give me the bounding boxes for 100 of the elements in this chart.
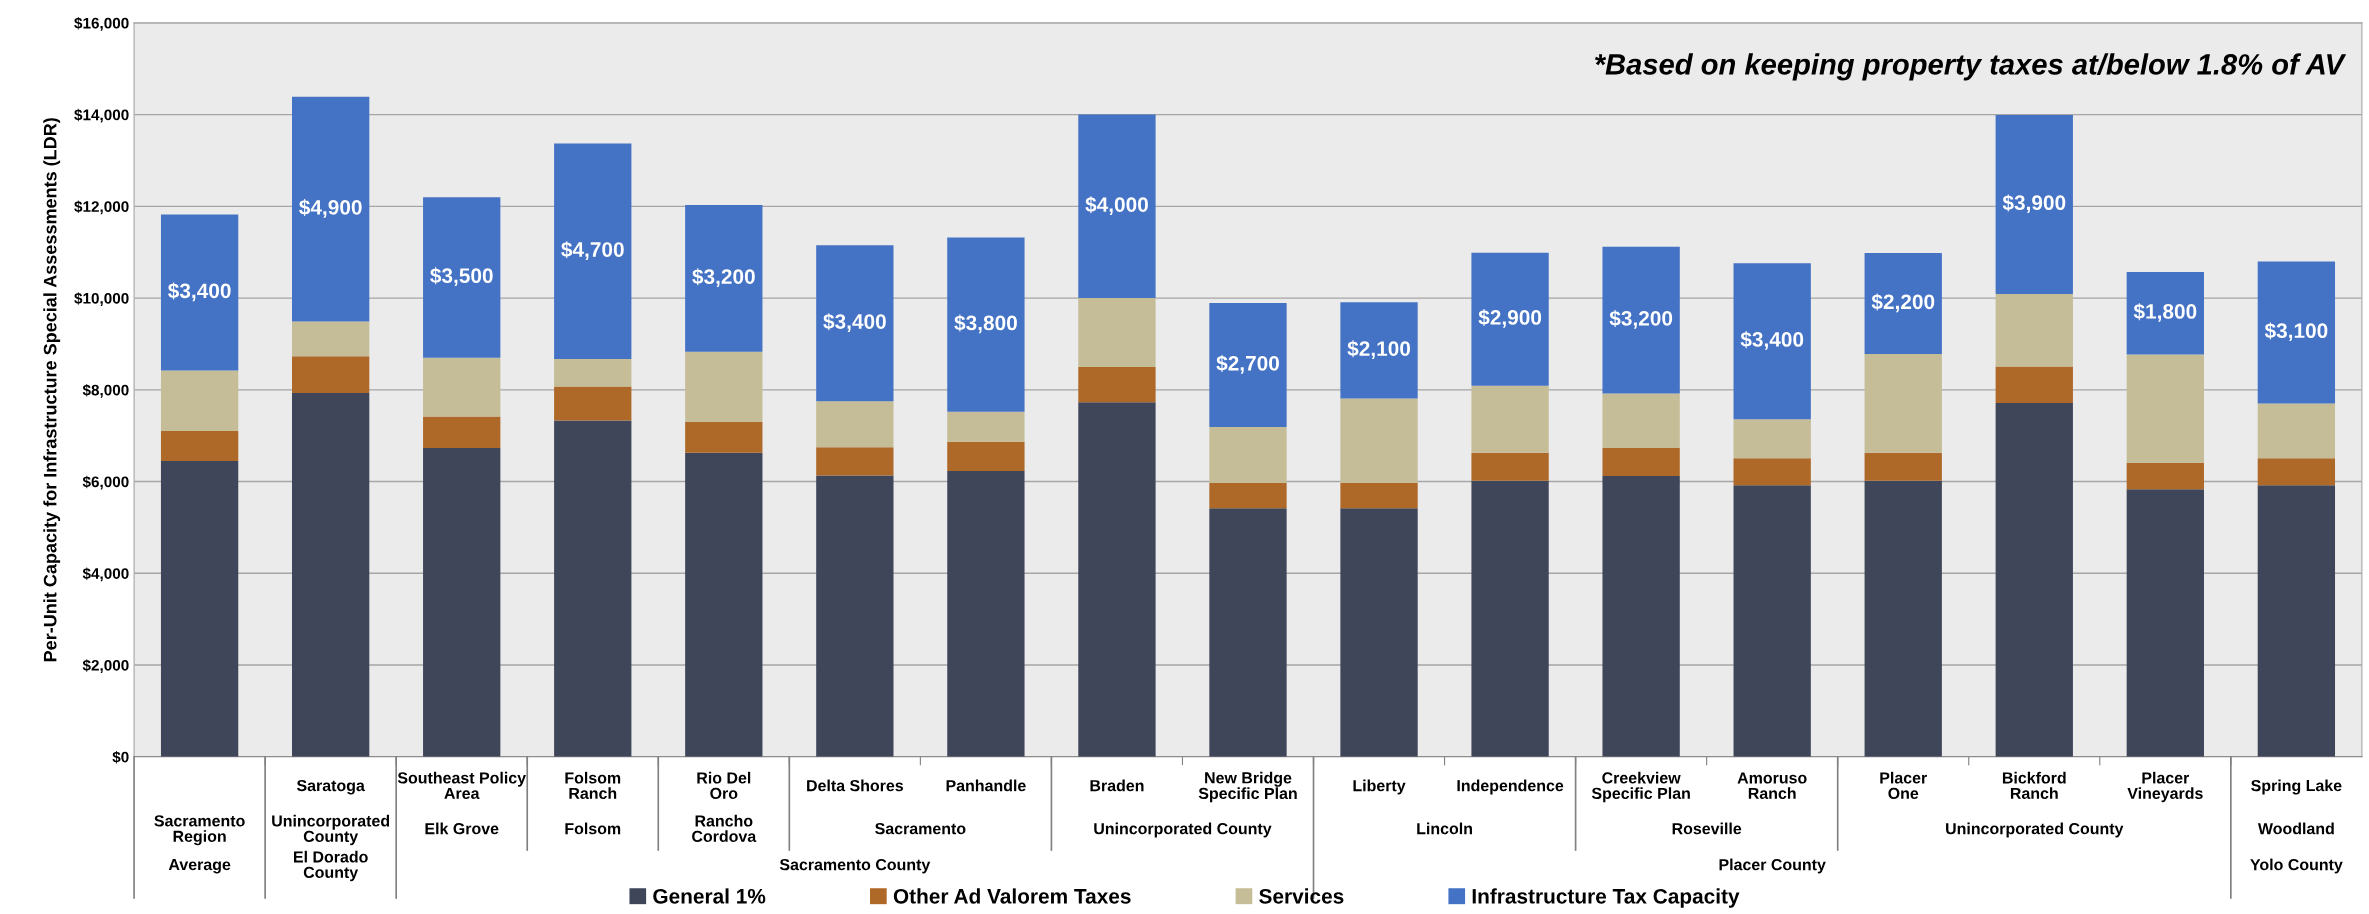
bar (947, 411, 1025, 442)
bar (816, 245, 894, 402)
bar (1733, 419, 1811, 459)
bar (2126, 354, 2204, 463)
bar (160, 214, 239, 371)
data-label: $3,500 (430, 267, 493, 287)
bar (1209, 426, 1287, 483)
y-tick-label: $4,000 (82, 567, 129, 582)
bar (292, 321, 370, 357)
bar (423, 357, 501, 417)
bar (1733, 458, 1811, 486)
text: Sacramento Region (154, 815, 245, 846)
y-axis-title: Per-Unit Capacity for Infrastructure Special Assessments (LDR) (43, 118, 61, 662)
bar (1078, 114, 1156, 299)
bar (1602, 393, 1680, 449)
y-tick-label: $8,000 (82, 384, 129, 398)
bar (1340, 482, 1418, 509)
x-tick-label: Independence (1457, 779, 1564, 795)
bar (1733, 485, 1811, 757)
data-label: $1,800 (2133, 303, 2197, 322)
data-label: $3,400 (823, 313, 886, 332)
legend-label: Services (1259, 888, 1344, 904)
data-label: $2,100 (1347, 340, 1411, 359)
data-label: $3,800 (954, 314, 1017, 334)
x-tick-label: Spring Lake (2251, 779, 2342, 795)
bar (1471, 480, 1549, 757)
bar (292, 96, 370, 322)
bar (1471, 452, 1549, 481)
bar (2257, 458, 2336, 486)
bar (292, 393, 370, 757)
bar (1864, 253, 1942, 355)
text: Unincorporated County (272, 814, 390, 846)
text: Woodland (2257, 822, 2334, 835)
bar (1995, 115, 2073, 294)
data-label: $3,400 (168, 282, 231, 302)
text: Placer County (1719, 858, 1826, 874)
text: Unincorporated County (1094, 822, 1272, 838)
bar (1602, 246, 1680, 394)
x-tick-label: Rio Del Oro (697, 771, 751, 800)
bar (1340, 302, 1418, 399)
bar (2257, 261, 2336, 404)
bar (1078, 366, 1156, 403)
annotation: *Based on keeping property taxes at/below 1.8% of AV (1594, 53, 2347, 81)
bar (1733, 263, 1811, 420)
bar (1340, 398, 1418, 483)
x-tick-label: New Bridge Specific Plan (1198, 771, 1297, 803)
bar (1995, 366, 2073, 404)
bar (1602, 476, 1680, 757)
x-tick-label: Liberty (1353, 779, 1406, 795)
bar (1864, 354, 1942, 453)
data-label: $3,100 (2264, 322, 2328, 342)
data-label: $4,700 (561, 241, 624, 260)
bar (160, 460, 239, 757)
y-tick-label: $14,000 (74, 108, 129, 123)
x-tick-label: Bickford Ranch (2002, 771, 2066, 800)
data-label: $2,900 (1478, 309, 1542, 328)
bar (816, 401, 894, 448)
data-label: $4,900 (299, 199, 362, 218)
x-tick-label: Saratoga (296, 779, 365, 795)
bar (1078, 402, 1156, 757)
bar (947, 237, 1025, 412)
legend-label: Other Ad Valorem Taxes (893, 888, 1131, 904)
data-label: $3,400 (1740, 331, 1804, 350)
bar (685, 421, 763, 453)
text: Sacramento (875, 822, 966, 835)
bar (1864, 480, 1942, 757)
x-tick-label: Braden (1090, 779, 1144, 792)
bar (1995, 293, 2073, 367)
bar (816, 447, 894, 476)
text: Average (168, 859, 231, 874)
x-tick-label: Amoruso Ranch (1737, 772, 1807, 800)
x-tick-label: Delta Shores (807, 779, 904, 792)
bar (292, 356, 370, 394)
x-tick-label: Panhandle (946, 779, 1026, 792)
legend-label: General 1% (653, 888, 766, 904)
x-tick-label: Creekview Specific Plan (1591, 771, 1690, 803)
y-tick-label: $2,000 (82, 659, 129, 673)
bar (160, 370, 239, 432)
data-label: $3,900 (2002, 194, 2066, 214)
bar (2257, 403, 2336, 459)
x-tick-label: Placer One (1880, 771, 1927, 800)
data-label: $3,200 (1609, 310, 1673, 329)
bar (160, 431, 239, 461)
y-tick-label: $12,000 (74, 200, 129, 215)
data-label: $2,200 (1871, 293, 1935, 313)
bar (685, 204, 763, 352)
legend-label: Infrastructure Tax Capacity (1472, 888, 1740, 908)
text: Folsom (565, 822, 621, 835)
bar (423, 448, 501, 757)
bar (423, 197, 501, 358)
bar (554, 386, 632, 421)
bar (1602, 448, 1680, 477)
text: El Dorado County (294, 850, 368, 882)
bar (1995, 403, 2073, 757)
bar (947, 471, 1025, 757)
y-tick-label: $10,000 (74, 292, 129, 306)
text: Yolo County (2250, 858, 2343, 874)
text: Roseville (1672, 822, 1742, 835)
bar (1340, 508, 1418, 757)
x-tick-label: Southeast Policy Area (397, 771, 526, 800)
